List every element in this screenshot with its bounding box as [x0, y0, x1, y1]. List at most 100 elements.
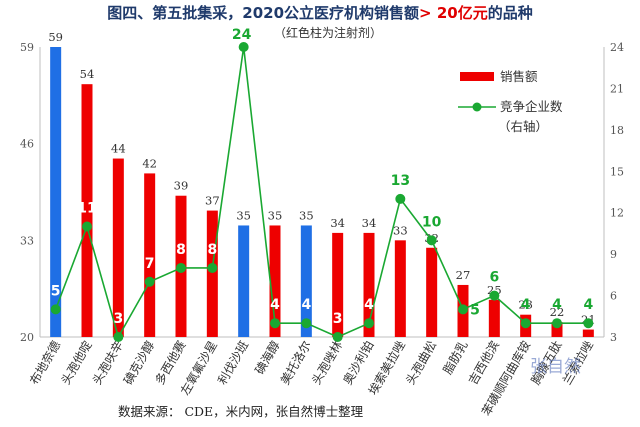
bar	[50, 47, 62, 337]
line-point	[176, 262, 186, 273]
bar	[144, 173, 156, 337]
bar-value-label: 59	[48, 30, 63, 44]
category-label: 头孢曲松	[403, 339, 439, 388]
bar-series	[50, 47, 594, 337]
bar	[332, 232, 344, 337]
bar	[300, 225, 312, 337]
bar	[112, 158, 124, 337]
line-point	[301, 318, 312, 329]
bar-value-label: 27	[456, 268, 471, 282]
right-axis-tick: 12	[610, 207, 624, 220]
chart-title: 图四、第五批集采，2020公立医疗机构销售额> 20亿元的品种	[107, 4, 532, 22]
line-point	[50, 304, 61, 315]
line-point	[458, 304, 468, 315]
line-value-label: 24	[232, 27, 252, 43]
bar	[394, 240, 406, 337]
right-axis-tick: 18	[610, 124, 624, 137]
line-value-label: 8	[207, 242, 217, 258]
bar	[206, 210, 218, 337]
line-value-label: 3	[113, 311, 123, 327]
category-label: 利伐沙班	[215, 339, 251, 388]
bar-value-label: 37	[205, 194, 220, 208]
line-value-label: 4	[301, 297, 311, 313]
bar-value-labels: 595444423937353535343433322725232221	[48, 30, 595, 327]
bar	[269, 225, 281, 337]
right-axis-tick: 15	[610, 165, 624, 178]
line-value-label: 11	[77, 201, 96, 217]
line-value-label: 13	[391, 173, 410, 189]
line-value-label: 4	[364, 297, 374, 313]
line-value-label: 4	[521, 297, 531, 313]
line-point	[332, 332, 343, 342]
bar-value-label: 35	[268, 208, 283, 222]
legend-line-axis-note: （右轴）	[498, 119, 548, 134]
chart-subtitle: （红色柱为注射剂）	[274, 25, 382, 40]
title-prefix: 图四、第五批集采，2020公立医疗机构销售额	[107, 4, 419, 22]
title-highlight: > 20亿元	[419, 4, 488, 22]
watermark: 张自然	[530, 357, 581, 377]
bar	[551, 322, 563, 337]
line-point	[113, 332, 124, 342]
legend-line-label: 竞争企业数	[500, 99, 563, 114]
line-point	[270, 318, 280, 329]
line-value-label: 4	[270, 297, 280, 313]
title-suffix: 的品种	[488, 4, 533, 22]
bar-value-label: 54	[80, 67, 95, 81]
left-axis-tick: 20	[20, 331, 34, 344]
right-axis-tick: 6	[610, 290, 617, 303]
bar-value-label: 35	[299, 208, 314, 222]
line-point	[207, 262, 218, 273]
line-series	[50, 42, 594, 342]
right-axis-tick: 3	[610, 331, 617, 344]
line-value-label: 5	[470, 302, 480, 318]
line-value-label: 6	[489, 270, 499, 286]
right-axis-tick: 9	[610, 248, 617, 261]
line-value-label: 8	[176, 242, 186, 258]
bar-value-label: 33	[393, 223, 408, 237]
line-value-label: 10	[422, 214, 442, 230]
bar-value-label: 34	[362, 216, 377, 230]
legend: 销售额 竞争企业数 （右轴）	[458, 69, 563, 134]
left-axis-tick: 46	[20, 138, 34, 151]
line-point	[426, 235, 437, 246]
right-axis-tick: 24	[610, 41, 624, 54]
bar-value-label: 35	[236, 208, 251, 222]
line-point	[520, 318, 531, 329]
bar-value-label: 22	[550, 305, 565, 319]
category-label: 碘海醇	[252, 338, 283, 377]
line-value-label: 4	[583, 297, 593, 313]
line-value-label: 5	[51, 283, 61, 299]
data-source: 数据来源： CDE，米内网，张自然博士整理	[118, 404, 364, 419]
bar	[238, 225, 250, 337]
line-path	[54, 46, 589, 340]
bar-value-label: 44	[111, 142, 126, 156]
bar	[81, 84, 93, 337]
line-point	[489, 290, 500, 301]
line-point	[583, 318, 594, 329]
bar-value-label: 34	[330, 216, 345, 230]
line-point	[238, 42, 249, 52]
line-point	[364, 318, 374, 329]
bar-value-label: 42	[142, 156, 157, 170]
line-value-label: 7	[145, 256, 155, 272]
bar	[582, 329, 594, 337]
bar	[363, 232, 375, 337]
right-axis-tick: 21	[610, 82, 624, 95]
bar	[426, 247, 438, 337]
legend-bar-label: 销售额	[500, 69, 538, 84]
bar-value-label: 39	[174, 179, 189, 193]
left-axis-tick: 33	[20, 234, 34, 247]
line-point	[82, 221, 92, 232]
bar-value-label: 23	[518, 298, 533, 312]
legend-bar-swatch	[460, 72, 494, 81]
left-axis-tick: 59	[20, 41, 34, 54]
line-point	[552, 318, 562, 329]
right-axis: 3 6 9 12 15 18 21 24	[603, 41, 624, 344]
line-value-label: 4	[552, 297, 562, 313]
line-value-label: 3	[333, 311, 343, 327]
line-point	[144, 276, 155, 287]
legend-line-marker	[472, 102, 482, 112]
